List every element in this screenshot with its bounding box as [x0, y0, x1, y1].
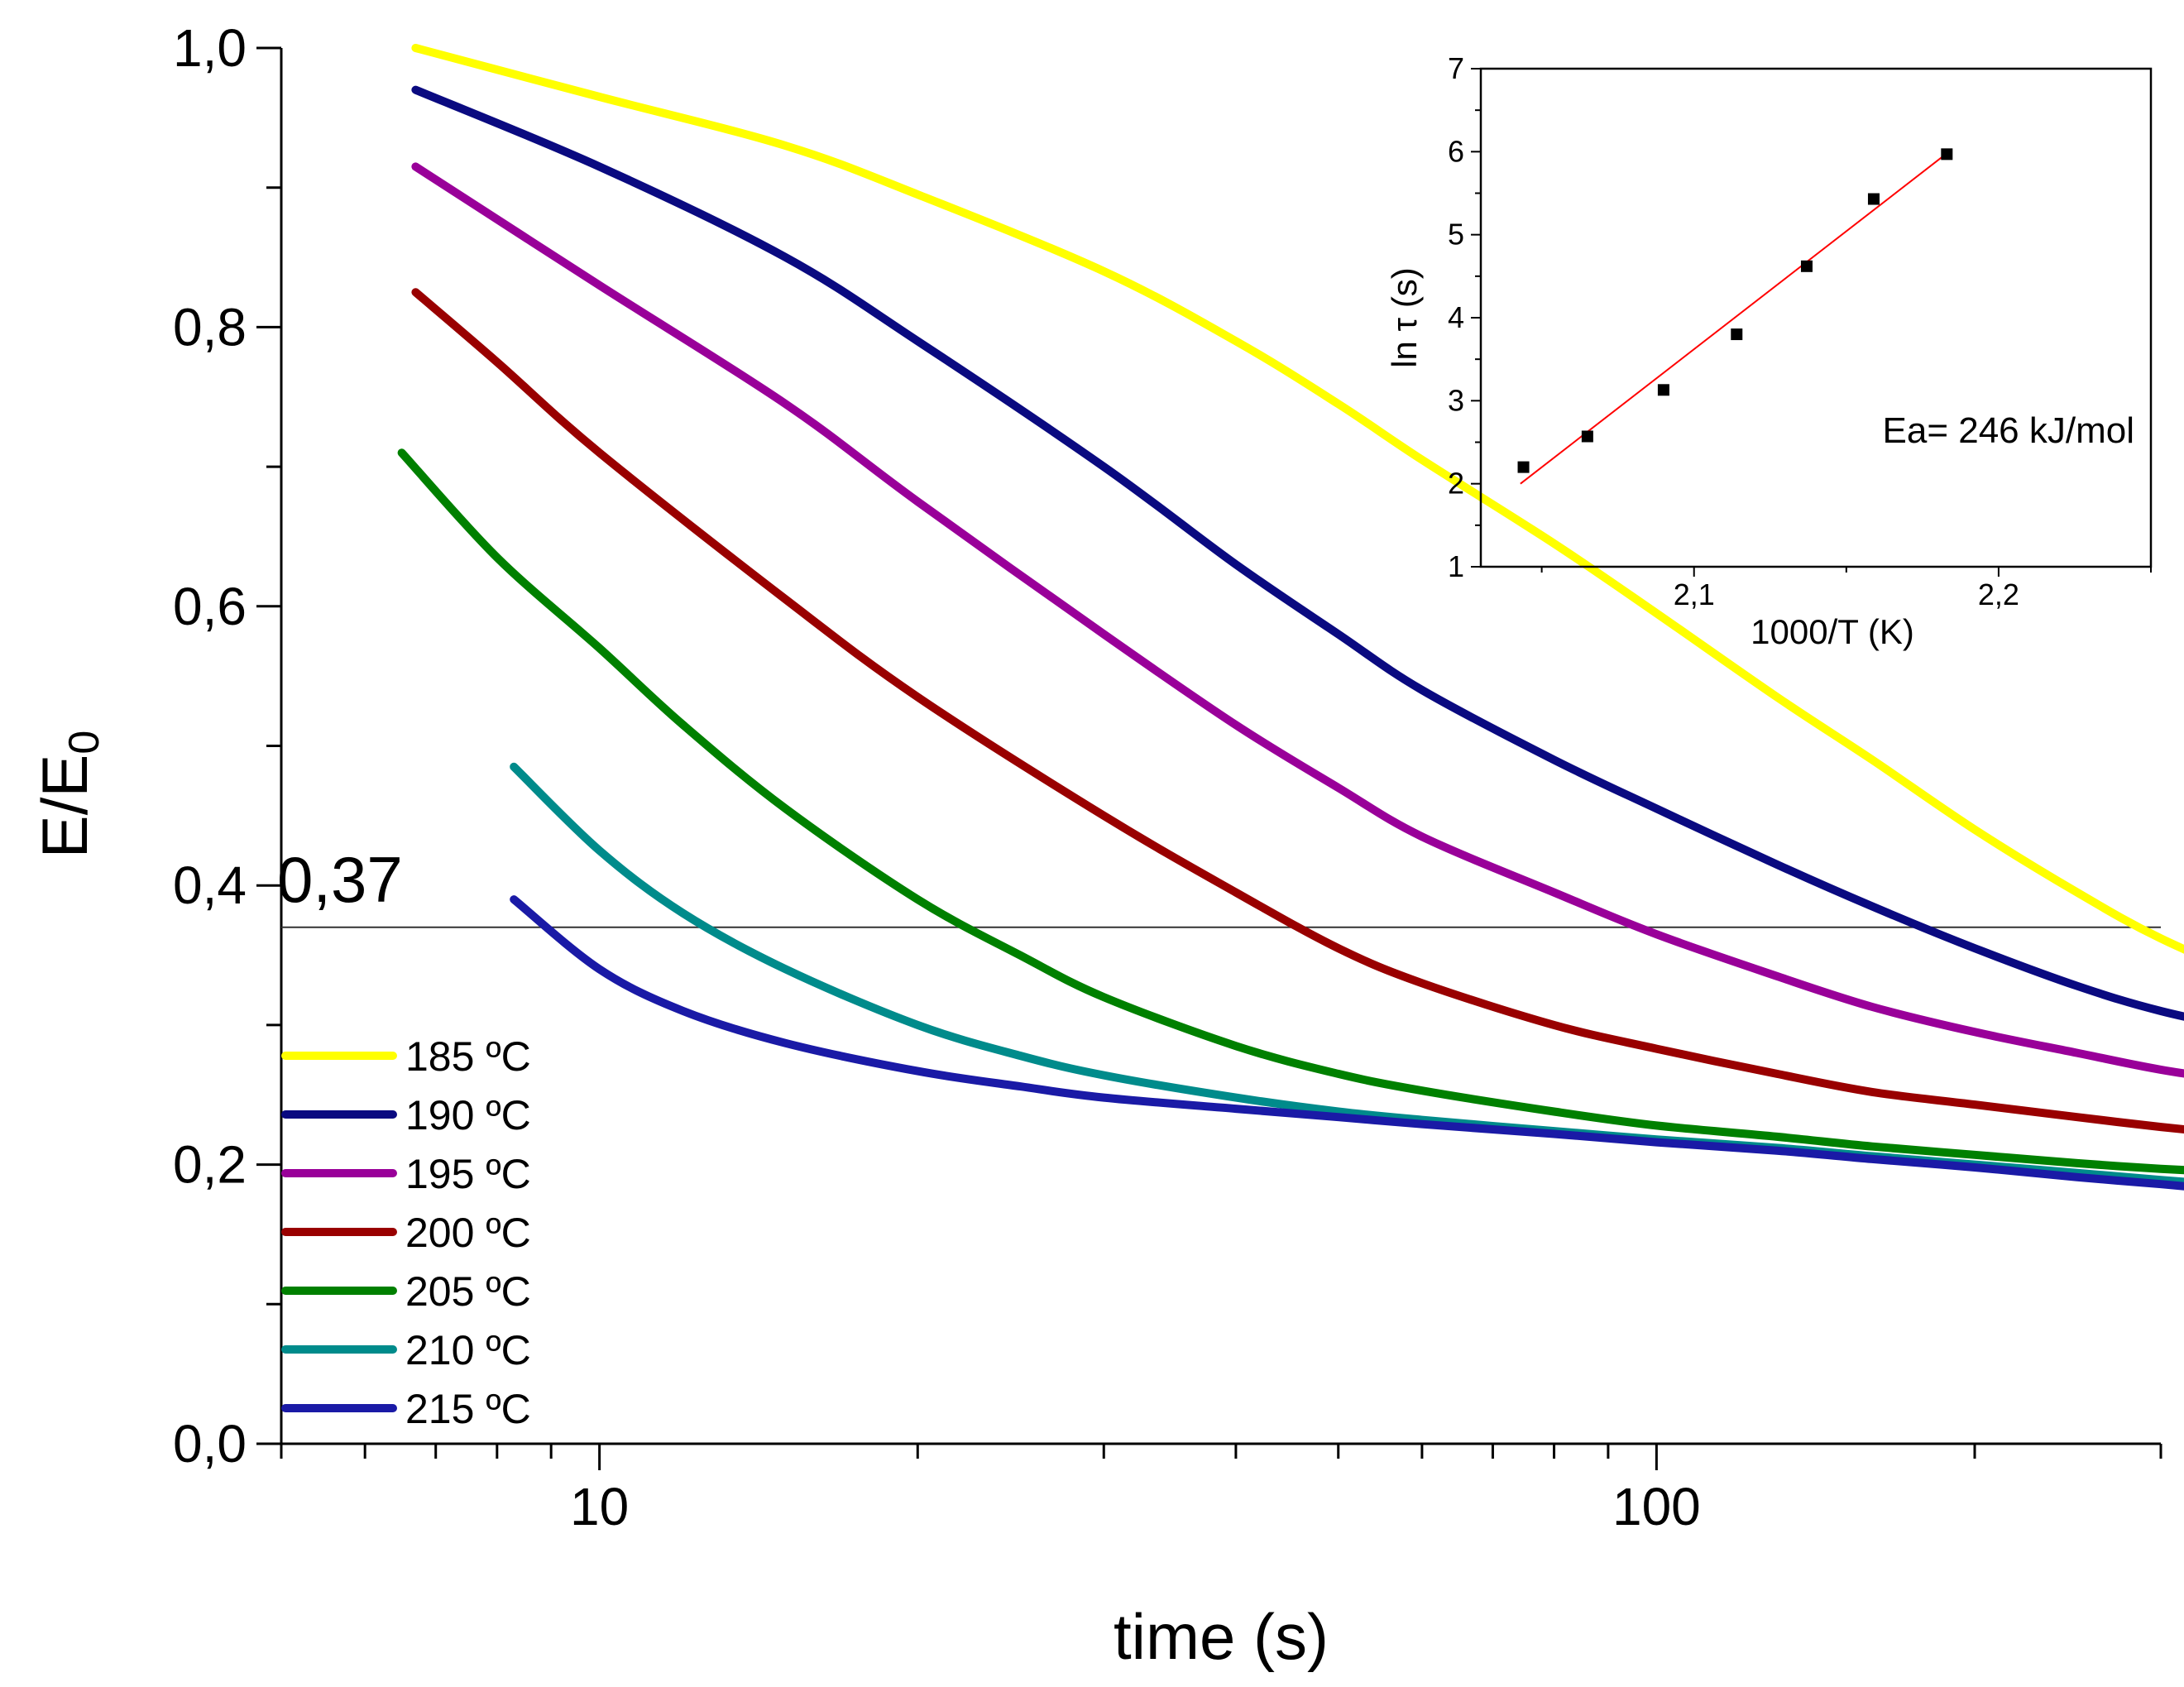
main-y-tick-label: 0,8 — [173, 297, 247, 357]
main-y-tick-label: 0,0 — [173, 1414, 247, 1474]
main-y-axis-title-main: E/E — [28, 755, 101, 859]
main-x-axis-title: time (s) — [1114, 1600, 1329, 1673]
main-series-group — [397, 44, 2184, 1191]
legend-label-2: 190 ºC — [405, 1092, 531, 1138]
inset-y-ticks: 1 2 3 4 5 6 7 — [1448, 51, 1481, 583]
series-line-5 — [397, 448, 2184, 1175]
series-line-3 — [411, 162, 2184, 1078]
inset-x-ticks: 2,1 2,2 — [1540, 567, 2152, 611]
inset-point-6 — [1867, 193, 1880, 205]
inset-annotation: Ea= 246 kJ/mol — [1883, 410, 2135, 451]
reference-line-label: 0,37 — [277, 843, 403, 916]
svg-text:E/E0: E/E0 — [28, 731, 108, 859]
legend-label-4: 200 ºC — [405, 1210, 531, 1256]
inset-y-tick-label: 6 — [1448, 134, 1464, 168]
inset-x-tick-label: 2,1 — [1674, 578, 1715, 611]
main-y-tick-label: 0,2 — [173, 1135, 247, 1195]
legend: 185 ºC 190 ºC 195 ºC 200 ºC 205 ºC 210 ºC 215 … — [281, 1033, 531, 1432]
inset-x-tick-label: 2,2 — [1978, 578, 2019, 611]
inset-point-7 — [1941, 148, 1953, 161]
inset-plot: 1 2 3 4 5 6 7 2,1 2,2 Ea= 246 kJ/mol 1000/T (K)… — [1385, 51, 2153, 651]
inset-y-tick-label: 1 — [1448, 549, 1464, 583]
series-line-7 — [510, 895, 2184, 1191]
legend-label-3: 195 ºC — [405, 1151, 531, 1197]
inset-frame — [1479, 67, 2153, 568]
inset-y-axis-title: ln τ (s) — [1385, 267, 1424, 368]
inset-y-tick-label: 2 — [1448, 467, 1464, 501]
inset-y-tick-label: 5 — [1448, 218, 1464, 252]
legend-label-6: 210 ºC — [405, 1327, 531, 1373]
legend-label-1: 185 ºC — [405, 1033, 531, 1080]
inset-fit-line — [1520, 152, 1947, 485]
main-x-tick-label: 10 — [570, 1477, 629, 1536]
main-y-tick-label: 0,4 — [173, 855, 247, 915]
inset-point-3 — [1657, 384, 1669, 396]
main-y-axis-title: E/E0 — [28, 731, 108, 859]
legend-label-5: 205 ºC — [405, 1268, 531, 1315]
main-y-tick-label: 1,0 — [173, 18, 247, 78]
main-y-axis-title-subscript: 0 — [60, 731, 108, 755]
inset-point-2 — [1581, 430, 1593, 443]
inset-y-tick-label: 3 — [1448, 383, 1464, 417]
main-x-tick-label: 100 — [1612, 1477, 1701, 1536]
main-y-ticks: 0,0 0,2 0,4 0,6 0,8 1,0 — [173, 18, 281, 1474]
main-y-tick-label: 0,6 — [173, 577, 247, 636]
inset-point-1 — [1517, 461, 1530, 473]
inset-x-axis-title: 1000/T (K) — [1751, 612, 1914, 651]
series-line-4 — [411, 288, 2184, 1134]
series-line-6 — [510, 762, 2184, 1186]
main-x-ticks: 10 100 — [280, 1444, 2162, 1536]
svg-text:ln τ (s): ln τ (s) — [1385, 267, 1424, 368]
series-line-2 — [411, 85, 2184, 1021]
inset-y-tick-label: 7 — [1448, 51, 1464, 85]
inset-points — [1517, 148, 1953, 473]
inset-y-tick-label: 4 — [1448, 300, 1464, 334]
inset-point-4 — [1731, 328, 1743, 341]
inset-point-5 — [1800, 260, 1813, 272]
legend-label-7: 215 ºC — [405, 1386, 531, 1432]
series-line-1 — [411, 44, 2184, 954]
